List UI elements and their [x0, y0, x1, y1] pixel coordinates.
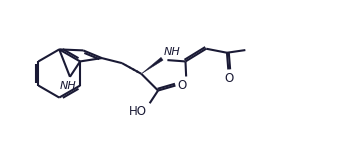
Text: NH: NH: [163, 47, 180, 57]
Polygon shape: [141, 57, 163, 74]
Text: NH: NH: [60, 81, 77, 91]
Text: O: O: [224, 72, 233, 85]
Text: O: O: [177, 79, 187, 92]
Text: HO: HO: [129, 105, 147, 118]
